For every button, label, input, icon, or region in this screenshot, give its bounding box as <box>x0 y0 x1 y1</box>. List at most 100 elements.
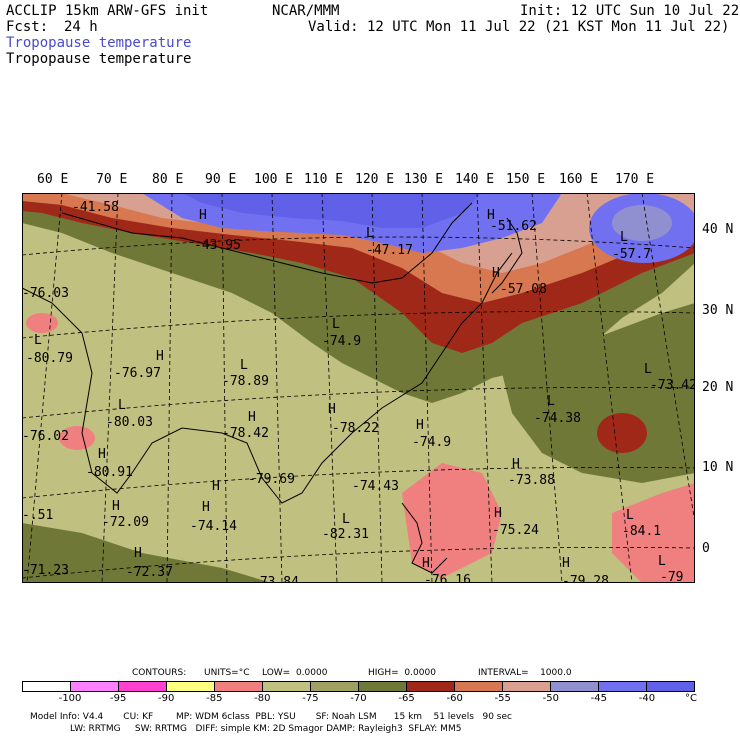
legend-tick-label: -50 <box>542 693 559 704</box>
blue-swirl-core <box>612 205 672 241</box>
longitude-line <box>586 193 633 583</box>
high-marker: H <box>212 479 220 494</box>
legend-tick-label: -95 <box>109 693 127 704</box>
legend-swatch <box>215 682 263 691</box>
lon-label: 150 E <box>506 172 546 187</box>
temp-label: -80.79 <box>26 351 73 366</box>
legend-swatch <box>167 682 215 691</box>
valid-time: Valid: 12 UTC Mon 11 Jul 22 (21 KST Mon … <box>308 19 730 35</box>
temp-label: -74.9 <box>412 435 451 450</box>
low-marker: L <box>332 317 340 332</box>
latitude-line <box>22 311 695 339</box>
tropopause-temperature-map: -41.58 -43.95 -47.17 -51.62 -57.7 -57.08… <box>22 193 695 583</box>
longitude-line <box>321 193 338 583</box>
high-marker: H <box>512 457 520 472</box>
longitude-line <box>271 193 283 583</box>
high-marker: H <box>156 349 164 364</box>
low-marker: L <box>240 358 248 373</box>
temp-label: -80.03 <box>106 415 153 430</box>
olive-blob-east <box>502 303 695 483</box>
temp-label: -57.08 <box>500 282 547 297</box>
model-title: ACCLIP 15km ARW-GFS init <box>6 3 209 19</box>
temp-label: -82.31 <box>322 527 369 542</box>
lon-label: 160 E <box>559 172 599 187</box>
temp-label: -79.69 <box>248 472 295 487</box>
longitude-line <box>221 193 228 583</box>
lon-label: 80 E <box>152 172 184 187</box>
contours-label: CONTOURS: <box>132 668 187 678</box>
contour-units: UNITS=°C <box>204 668 250 678</box>
legend-swatch <box>551 682 599 691</box>
low-marker: L <box>626 508 634 523</box>
temp-label: -.51 <box>22 508 53 523</box>
temp-label: -72.09 <box>102 515 149 530</box>
lon-label: 90 E <box>205 172 237 187</box>
legend-tick-label: -70 <box>350 693 367 704</box>
coastline-philippines <box>401 502 448 574</box>
lat-label: 20 N <box>702 380 734 395</box>
temp-label: -80.91 <box>86 465 133 480</box>
latitude-line <box>22 386 695 419</box>
lon-label: 70 E <box>96 172 128 187</box>
temp-label: -76.97 <box>114 366 161 381</box>
lon-label: 100 E <box>254 172 294 187</box>
temp-label: -75.24 <box>492 523 539 538</box>
lat-label: 0 <box>702 541 710 556</box>
temp-label: -71.23 <box>22 563 69 578</box>
temp-label: -43.95 <box>194 238 241 253</box>
temp-label: -76.16 <box>424 573 471 583</box>
low-marker: L <box>34 333 42 348</box>
field-title-blue: Tropopause temperature <box>6 35 192 51</box>
longitude-line <box>531 193 563 583</box>
high-marker: H <box>199 208 207 223</box>
legend-tick-label: -45 <box>590 693 608 704</box>
longitude-line <box>476 193 493 583</box>
legend-swatch <box>311 682 359 691</box>
high-marker: H <box>248 410 256 425</box>
coastline-asia <box>22 252 513 504</box>
coastline-japan <box>491 217 523 294</box>
legend-tick-label: -85 <box>206 693 223 704</box>
longitude-line <box>421 193 433 583</box>
legend-swatch <box>71 682 119 691</box>
temp-label: -78.89 <box>222 374 269 389</box>
olive-band-southwest <box>22 523 272 583</box>
model-info-line1: Model Info: V4.4 CU: KF MP: WDM 6class P… <box>30 712 512 722</box>
legend-swatch <box>647 682 694 691</box>
longitude-line <box>166 193 173 583</box>
temp-label: -79 <box>660 570 683 583</box>
graticule <box>22 193 695 583</box>
legend-swatch <box>119 682 167 691</box>
temp-label: -84.1 <box>622 524 661 539</box>
longitude-line <box>26 193 63 583</box>
lat-label: 10 N <box>702 460 734 475</box>
color-legend <box>22 681 695 692</box>
contour-low: LOW= 0.0000 <box>262 668 328 678</box>
low-marker: L <box>366 226 374 241</box>
temp-label: -74.14 <box>190 519 237 534</box>
legend-swatch <box>359 682 407 691</box>
temp-label: -47.17 <box>366 243 413 258</box>
legend-tick-label: -75 <box>302 693 319 704</box>
salmon-patch-southeast <box>612 483 695 583</box>
temp-label: -78.42 <box>222 426 269 441</box>
legend-tick-label: -100 <box>58 693 82 704</box>
high-marker: H <box>328 402 336 417</box>
legend-tick-label: -40 <box>638 693 656 704</box>
high-marker: H <box>487 208 495 223</box>
temp-label: -76.02 <box>22 429 69 444</box>
legend-tick-labels: -100 -95 -90 -85 -80 -75 -70 -65 -60 -55 -50 -45 -40… <box>22 693 697 705</box>
deep-blue-region <box>182 193 482 228</box>
lon-label: 120 E <box>355 172 395 187</box>
high-marker: H <box>202 500 210 515</box>
legend-swatch <box>23 682 71 691</box>
temp-label: -76.03 <box>22 286 69 301</box>
field-title-black: Tropopause temperature <box>6 51 192 67</box>
center-title: NCAR/MMM <box>272 3 340 19</box>
temp-label: -78.22 <box>332 421 379 436</box>
fcst-value: 24 h <box>64 19 98 35</box>
legend-tick-label: -60 <box>446 693 463 704</box>
model-info-line2: LW: RRTMG SW: RRTMG DIFF: simple KM: 2D … <box>30 724 462 734</box>
legend-swatch <box>407 682 455 691</box>
temp-label: -57.7 <box>612 247 651 262</box>
